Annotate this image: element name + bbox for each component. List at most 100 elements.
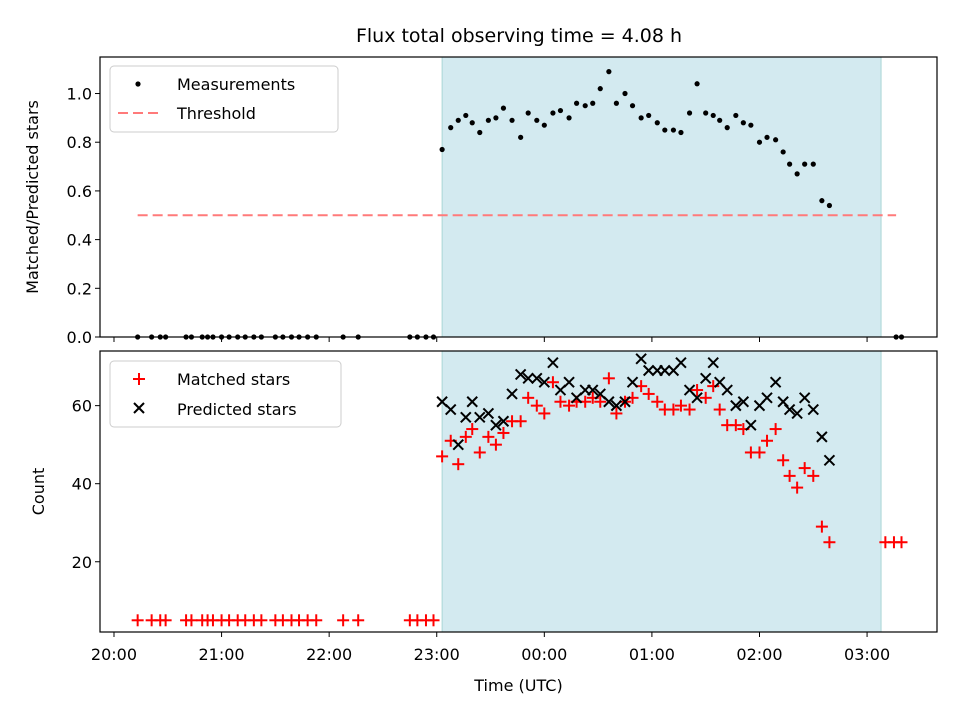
- top-panel: 0.0 0.2 0.4 0.6 0.8 1.0 Matched/Predicted sta…: [23, 56, 938, 347]
- matched-star-point: [131, 614, 144, 627]
- measurement-point: [678, 129, 684, 136]
- matched-star-point: [530, 399, 543, 412]
- matched-star-point: [522, 391, 535, 404]
- matched-star-point: [594, 395, 607, 408]
- matched-star-point: [482, 430, 495, 443]
- matched-star-point: [310, 614, 323, 627]
- measurement-point: [686, 110, 693, 116]
- matched-star-point: [683, 403, 696, 416]
- matched-star-point: [427, 614, 440, 627]
- matched-star-point: [674, 399, 687, 412]
- predicted-star-point: [460, 411, 472, 424]
- matched-star-point: [452, 458, 465, 471]
- matched-star-point: [729, 419, 742, 432]
- measurement-point: [485, 117, 491, 123]
- bottom-y-tick-label: 20: [72, 553, 92, 572]
- measurement-point: [748, 122, 754, 128]
- matched-star-point: [554, 395, 567, 408]
- predicted-star-point: [691, 392, 703, 404]
- observing-window-shade-top: [441, 56, 882, 338]
- legend-predicted-marker: [133, 402, 145, 414]
- x-tick-label: 01:00: [629, 645, 675, 664]
- matched-star-point: [538, 407, 551, 420]
- predicted-star-point: [603, 396, 615, 408]
- measurement-point: [670, 127, 677, 133]
- measurement-point: [622, 90, 628, 97]
- predicted-star-point: [659, 364, 671, 377]
- predicted-star-point: [807, 403, 819, 416]
- top-panel-frame: [99, 56, 938, 338]
- x-tick-label: 22:00: [306, 645, 352, 664]
- matched-star-point: [651, 395, 664, 408]
- measurement-point: [717, 117, 723, 123]
- predicted-star-point: [452, 438, 464, 451]
- matched-star-point: [815, 520, 828, 533]
- predicted-star-point: [699, 372, 712, 385]
- measurement-point: [525, 110, 531, 116]
- predicted-star-point: [482, 407, 495, 420]
- measurement-point: [756, 139, 763, 145]
- matched-star-point: [777, 454, 790, 467]
- predicted-star-point: [466, 396, 478, 408]
- predicted-star-point: [730, 399, 742, 412]
- observing-window-shade-bottom: [441, 350, 882, 633]
- matched-star-point: [185, 614, 198, 627]
- matched-star-point: [707, 380, 720, 393]
- matched-star-point: [436, 450, 449, 463]
- measurement-point: [566, 115, 572, 121]
- matched-star-point: [466, 423, 479, 436]
- predicted-star-point: [737, 396, 750, 408]
- measurement-point: [819, 198, 825, 204]
- legend-matched-marker: [133, 373, 145, 385]
- matched-star-point: [563, 399, 576, 412]
- top-y-tick-label: 0.0: [67, 328, 92, 347]
- matched-star-point: [667, 403, 680, 416]
- measurement-point: [780, 149, 786, 155]
- measurement-point: [787, 161, 793, 167]
- measurement-point: [794, 171, 800, 177]
- predicted-star-point: [506, 388, 518, 400]
- measurement-point: [534, 117, 540, 123]
- matched-star-point: [159, 614, 172, 627]
- predicted-star-point: [642, 364, 655, 377]
- measurement-point: [590, 100, 596, 106]
- top-y-tick-label: 0.6: [67, 182, 92, 201]
- predicted-star-point: [721, 384, 733, 396]
- measurement-point: [606, 69, 612, 75]
- predicted-star-point: [798, 392, 811, 404]
- predicted-star-point: [619, 396, 631, 408]
- predicted-star-point: [626, 376, 639, 388]
- measurement-point: [694, 81, 700, 87]
- matched-star-point: [642, 387, 655, 400]
- measurement-point: [469, 120, 475, 126]
- measurement-point: [518, 134, 524, 140]
- measurement-point: [439, 146, 445, 153]
- legend-predicted-label: Predicted stars: [177, 400, 297, 419]
- measurement-point: [477, 129, 483, 136]
- predicted-star-point: [635, 353, 647, 365]
- measurement-point: [550, 110, 556, 116]
- predicted-star-point: [474, 411, 486, 424]
- bottom-y-axis-label: Count: [29, 468, 48, 516]
- matched-star-point: [546, 376, 559, 389]
- top-y-axis-label: Matched/Predicted stars: [23, 100, 42, 294]
- matched-star-point: [699, 391, 712, 404]
- bottom-y-tick-label: 40: [72, 475, 92, 494]
- matched-star-point: [497, 426, 510, 439]
- matched-star-point: [761, 434, 774, 447]
- bottom-panel-frame: [99, 350, 938, 633]
- matched-star-point: [610, 407, 623, 420]
- measurement-point: [448, 125, 454, 131]
- matched-star-point: [769, 423, 782, 436]
- predicted-star-point: [745, 419, 757, 431]
- legend-matched-label: Matched stars: [177, 370, 290, 389]
- x-axis-label: Time (UTC): [473, 676, 562, 695]
- predicted-star-point: [707, 357, 719, 369]
- predicted-star-point: [563, 376, 575, 388]
- predicted-star-point: [761, 392, 773, 404]
- predicted-star-point: [769, 376, 782, 388]
- top-y-tick-label: 0.8: [67, 133, 92, 152]
- measurement-point: [629, 103, 636, 109]
- x-tick-label: 00:00: [521, 645, 567, 664]
